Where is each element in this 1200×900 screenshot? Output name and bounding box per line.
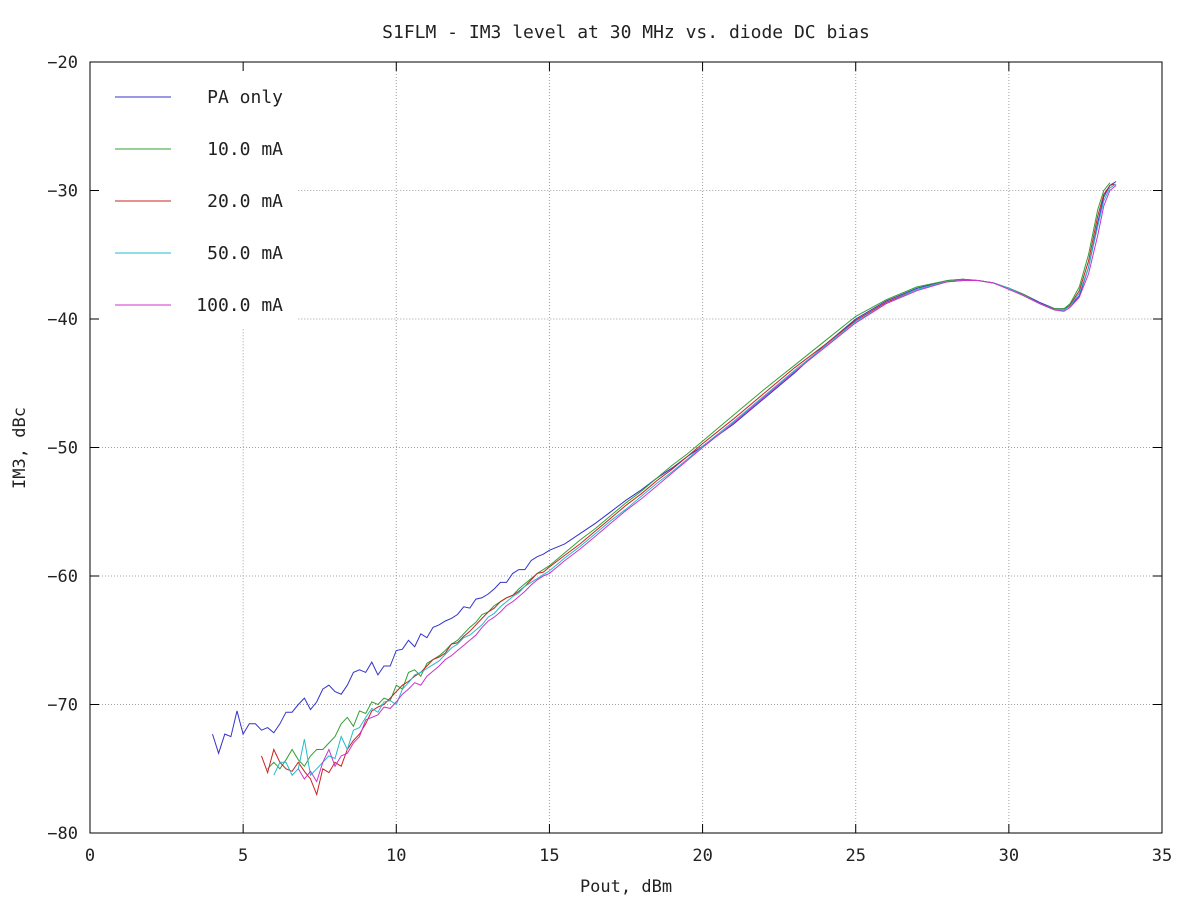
legend-label: 20.0 mA	[207, 191, 283, 212]
series-line-1	[212, 181, 1117, 755]
series-line-3	[261, 183, 1115, 797]
x-tick-label: 0	[85, 846, 95, 866]
series-line-4	[273, 183, 1117, 777]
x-tick-label: 10	[386, 846, 406, 866]
chart-title: S1FLM - IM3 level at 30 MHz vs. diode DC…	[382, 22, 870, 43]
legend: PA only 10.0 mA 20.0 mA 50.0 mA 100.0 mA	[115, 87, 283, 316]
series-line-2	[267, 182, 1111, 770]
grid	[90, 62, 1162, 833]
y-axis-label: IM3, dBc	[10, 407, 30, 489]
x-tick-label: 20	[692, 846, 712, 866]
plot-frame	[89, 61, 1163, 834]
y-tick-label: −40	[47, 310, 78, 330]
x-tick-label: 5	[238, 846, 248, 866]
y-tick-label: −80	[47, 824, 78, 844]
legend-label: 100.0 mA	[196, 295, 283, 316]
y-tick-label: −70	[47, 696, 78, 716]
series-line-5	[297, 185, 1117, 783]
axis-ticks: 0 5 10 15 20 25 30 35 −80 −70 −60 −50 −40 −30 −20	[47, 53, 1172, 866]
legend-label: 10.0 mA	[207, 139, 283, 160]
x-tick-label: 30	[999, 846, 1019, 866]
x-tick-label: 35	[1152, 846, 1172, 866]
series-lines	[212, 181, 1117, 797]
y-tick-label: −30	[47, 182, 78, 202]
x-tick-label: 15	[539, 846, 559, 866]
y-tick-label: −20	[47, 53, 78, 73]
y-tick-label: −50	[47, 439, 78, 459]
x-axis-label: Pout, dBm	[580, 877, 672, 897]
legend-label: 50.0 mA	[207, 243, 283, 264]
x-tick-label: 25	[845, 846, 865, 866]
legend-label: PA only	[207, 87, 283, 108]
y-tick-label: −60	[47, 567, 78, 587]
